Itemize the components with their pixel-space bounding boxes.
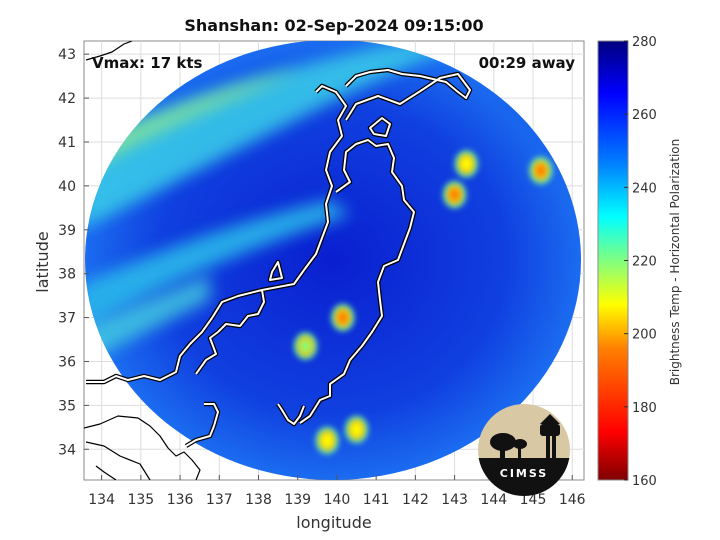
y-axis: 34 35 36 37 38 39 40 41 42 43 <box>58 47 89 458</box>
y-tick-label: 34 <box>58 442 76 458</box>
x-tick-label: 135 <box>127 492 154 508</box>
colorbar-ticks: 160 180 200 220 240 260 280 <box>624 35 657 489</box>
y-tick-label: 35 <box>58 398 76 414</box>
x-tick-label: 138 <box>245 492 272 508</box>
logo-text: CIMSS <box>500 467 548 480</box>
colorbar-tick-label: 160 <box>632 474 657 489</box>
x-tick-label: 143 <box>441 492 468 508</box>
x-tick-label: 146 <box>559 492 586 508</box>
vmax-label: Vmax: 17 kts <box>92 54 202 72</box>
y-tick-label: 42 <box>58 91 76 107</box>
time-away-label: 00:29 away <box>479 54 576 72</box>
colorbar-tick-label: 220 <box>632 255 657 270</box>
coastline-korea <box>84 41 201 480</box>
x-axis: 134 135 136 137 138 139 140 141 142 143 144 145 146 <box>88 475 586 508</box>
x-tick-label: 134 <box>88 492 115 508</box>
colorbar: 160 180 200 220 240 260 280 Brightness Temp - … <box>597 35 682 489</box>
x-tick-label: 145 <box>520 492 547 508</box>
y-tick-label: 41 <box>58 135 76 151</box>
x-axis-label: longitude <box>296 513 371 532</box>
x-tick-label: 142 <box>402 492 429 508</box>
cold-spot <box>528 156 553 185</box>
cold-spot <box>315 426 340 455</box>
y-tick-label: 37 <box>58 311 76 327</box>
y-tick-label: 39 <box>58 223 76 239</box>
x-tick-label: 136 <box>167 492 194 508</box>
cold-spot <box>442 180 467 209</box>
colorbar-tick-label: 260 <box>632 108 657 123</box>
chart-title: Shanshan: 02-Sep-2024 09:15:00 <box>184 16 483 35</box>
x-tick-label: 139 <box>284 492 311 508</box>
swath-imagery <box>85 41 581 480</box>
y-tick-label: 36 <box>58 354 76 370</box>
colorbar-tick-label: 240 <box>632 181 657 196</box>
cold-spots <box>293 149 553 455</box>
colorbar-tick-label: 200 <box>632 328 657 343</box>
colorbar-gradient <box>597 40 629 481</box>
coastline-japan <box>86 67 473 448</box>
x-tick-label: 141 <box>363 492 390 508</box>
cold-spot <box>454 149 479 178</box>
x-tick-label: 137 <box>206 492 233 508</box>
colorbar-tick-label: 180 <box>632 401 657 416</box>
y-axis-label: latitude <box>33 231 52 292</box>
coastlines <box>84 41 473 480</box>
x-tick-label: 144 <box>480 492 507 508</box>
cold-spot <box>344 415 369 444</box>
cold-spot <box>293 332 318 361</box>
colorbar-label: Brightness Temp - Horizontal Polarizatio… <box>668 139 682 386</box>
y-tick-label: 43 <box>58 47 76 63</box>
colorbar-tick-label: 280 <box>632 35 657 50</box>
cimss-logo: CIMSS <box>478 404 570 496</box>
y-tick-label: 40 <box>58 179 76 195</box>
cold-spot <box>330 303 355 332</box>
y-tick-label: 38 <box>58 267 76 283</box>
x-tick-label: 140 <box>324 492 351 508</box>
